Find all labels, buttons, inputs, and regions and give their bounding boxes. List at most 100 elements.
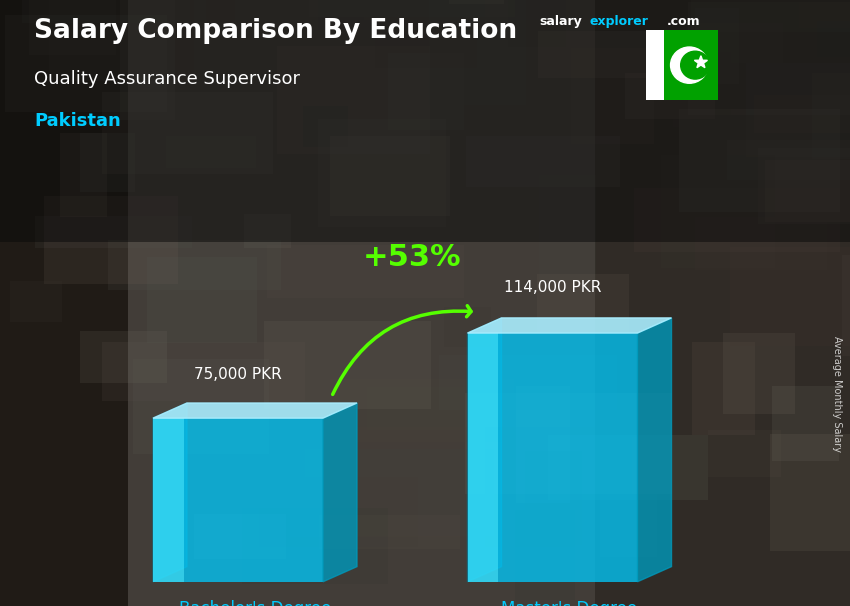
Bar — [673, 52, 731, 127]
Bar — [688, 2, 850, 115]
Bar — [264, 321, 431, 409]
Bar — [320, 516, 460, 549]
Bar — [571, 48, 654, 144]
Bar — [600, 437, 657, 557]
Text: Master's Degree: Master's Degree — [502, 600, 638, 606]
Circle shape — [681, 52, 710, 79]
Circle shape — [671, 47, 708, 83]
Text: 114,000 PKR: 114,000 PKR — [504, 280, 601, 295]
Bar — [319, 119, 446, 227]
Bar — [290, 427, 490, 538]
Bar — [812, 73, 850, 159]
Bar — [0, 0, 128, 606]
Bar — [44, 196, 178, 284]
Bar — [692, 342, 755, 435]
Bar — [367, 387, 513, 430]
Bar — [468, 333, 638, 582]
Bar — [517, 386, 570, 502]
Bar — [376, 27, 478, 68]
Text: 75,000 PKR: 75,000 PKR — [194, 367, 282, 382]
Text: .com: .com — [666, 15, 700, 28]
Polygon shape — [468, 318, 672, 333]
Bar — [304, 449, 494, 536]
Bar — [429, 0, 526, 105]
Bar — [267, 245, 464, 298]
Bar — [147, 257, 258, 343]
Bar — [80, 133, 135, 192]
Polygon shape — [694, 56, 707, 68]
Bar — [537, 274, 629, 335]
Bar — [60, 133, 107, 217]
Bar — [465, 393, 672, 494]
Text: Quality Assurance Supervisor: Quality Assurance Supervisor — [34, 70, 300, 88]
Bar — [695, 8, 739, 84]
Bar — [758, 147, 850, 224]
Bar — [49, 0, 194, 81]
Bar — [799, 0, 850, 28]
Bar — [102, 342, 304, 401]
Bar — [166, 136, 256, 168]
Polygon shape — [323, 403, 357, 582]
Bar — [467, 136, 620, 187]
Bar — [128, 0, 595, 606]
Text: explorer: explorer — [589, 15, 648, 28]
Bar — [259, 476, 417, 547]
Bar — [9, 281, 62, 322]
Bar — [0, 0, 850, 242]
Bar — [678, 110, 841, 212]
Bar — [190, 0, 235, 22]
Bar — [21, 0, 207, 22]
Polygon shape — [153, 403, 357, 418]
Bar — [595, 0, 850, 606]
Bar — [508, 0, 566, 47]
Bar — [331, 379, 513, 442]
Bar — [625, 73, 715, 119]
Bar — [445, 307, 491, 347]
Bar — [660, 155, 775, 268]
Text: salary: salary — [540, 15, 582, 28]
Bar — [309, 0, 515, 17]
Bar — [765, 161, 850, 222]
Text: Pakistan: Pakistan — [34, 112, 121, 130]
Bar — [525, 451, 582, 545]
Bar — [244, 215, 292, 248]
Bar — [539, 175, 597, 281]
Bar — [817, 21, 850, 58]
Polygon shape — [638, 318, 672, 582]
Bar — [449, 0, 503, 4]
Bar — [515, 510, 575, 601]
Bar — [29, 0, 116, 55]
Bar — [153, 418, 323, 582]
Bar — [108, 239, 281, 290]
Bar — [242, 508, 388, 584]
Bar — [842, 255, 850, 356]
Bar — [276, 46, 429, 154]
Bar — [634, 188, 840, 253]
Bar — [319, 0, 485, 30]
Text: Average Monthly Salary: Average Monthly Salary — [832, 336, 842, 452]
Bar — [694, 218, 827, 270]
Bar — [364, 0, 570, 20]
Bar — [754, 96, 850, 133]
Bar — [468, 333, 498, 582]
Bar — [5, 15, 167, 112]
Bar — [195, 514, 286, 559]
Bar — [686, 22, 783, 63]
Bar — [133, 359, 269, 454]
Bar — [664, 30, 718, 100]
Bar — [769, 434, 850, 551]
Bar — [772, 386, 839, 461]
Bar — [727, 141, 850, 179]
Bar — [102, 93, 274, 174]
Bar — [646, 30, 664, 100]
Bar — [303, 106, 348, 147]
Bar — [120, 0, 175, 120]
Text: Salary Comparison By Education: Salary Comparison By Education — [34, 18, 517, 44]
Bar — [80, 331, 167, 383]
Bar — [484, 427, 632, 547]
Bar — [723, 333, 795, 414]
Polygon shape — [468, 318, 502, 582]
Bar — [439, 355, 616, 410]
Bar — [548, 435, 708, 501]
Bar — [691, 0, 850, 32]
